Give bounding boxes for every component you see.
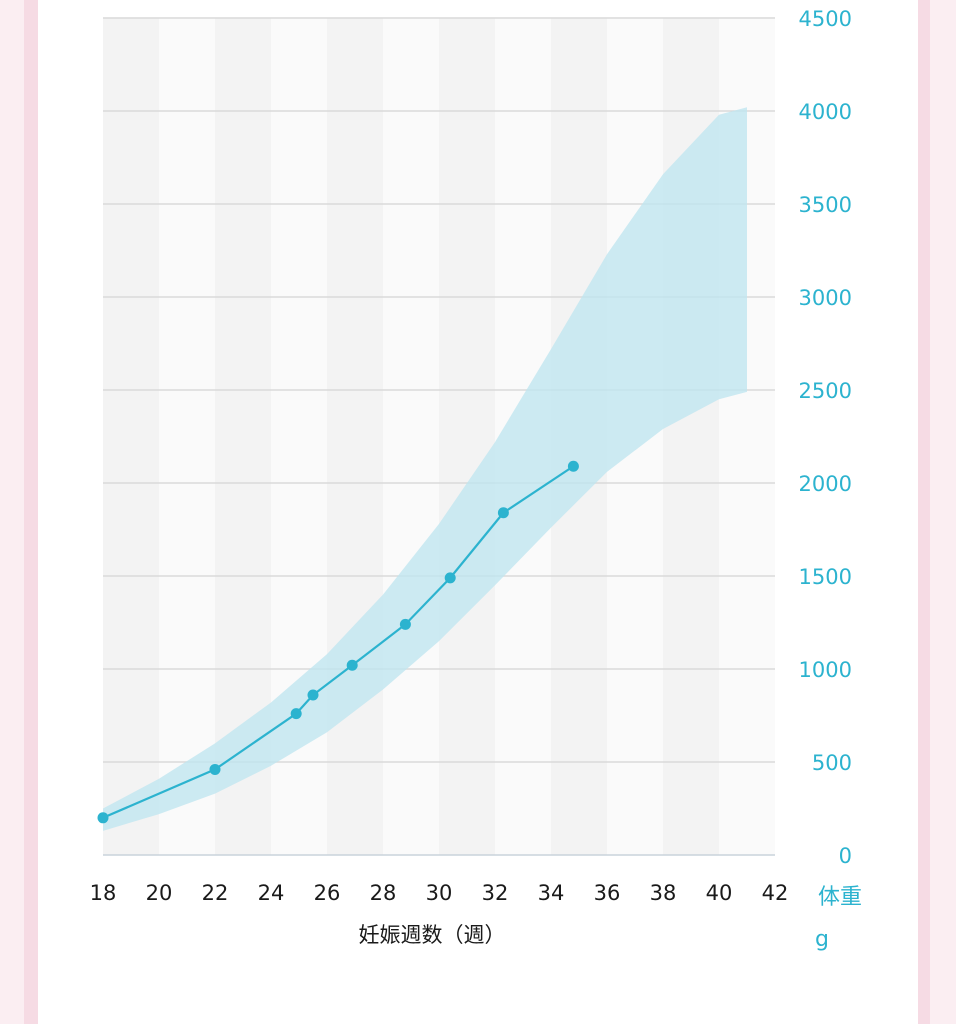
- y-axis-unit: g: [815, 927, 829, 952]
- x-tick-label: 26: [314, 881, 341, 905]
- y-tick-label: 0: [839, 844, 852, 868]
- x-tick-label: 30: [426, 881, 453, 905]
- reference-band: [103, 107, 747, 831]
- x-tick-label: 28: [370, 881, 397, 905]
- y-tick-labels: 0 500 1000 1500 2000 2500 3000 3500 4000 4500: [799, 7, 852, 868]
- y-tick-label: 2000: [799, 472, 852, 496]
- y-tick-label: 1000: [799, 658, 852, 682]
- data-point: [444, 572, 456, 584]
- x-tick-label: 20: [146, 881, 173, 905]
- data-points: [97, 460, 579, 824]
- data-point: [346, 659, 358, 671]
- x-tick-label: 40: [706, 881, 733, 905]
- bg-stripe: [383, 18, 439, 855]
- bg-stripe: [159, 18, 215, 855]
- y-tick-label: 500: [812, 751, 852, 775]
- x-tick-label: 42: [762, 881, 789, 905]
- x-tick-label: 36: [594, 881, 621, 905]
- y-axis-label: 体重: [818, 885, 862, 910]
- data-point: [399, 618, 411, 630]
- y-tick-label: 4500: [799, 7, 852, 31]
- page-edge-left: [24, 0, 38, 1024]
- data-point: [209, 763, 221, 775]
- x-tick-label: 34: [538, 881, 565, 905]
- y-tick-label: 1500: [799, 565, 852, 589]
- y-tick-label: 3500: [799, 193, 852, 217]
- x-tick-label: 18: [90, 881, 117, 905]
- data-point: [497, 507, 509, 519]
- y-tick-label: 2500: [799, 379, 852, 403]
- background-stripes: [103, 18, 775, 855]
- x-tick-label: 24: [258, 881, 285, 905]
- data-point: [290, 708, 302, 720]
- y-tick-label: 4000: [799, 100, 852, 124]
- data-point: [567, 460, 579, 472]
- data-point: [307, 689, 319, 701]
- x-tick-labels: 18 20 22 24 26 28 30 32 34 36 38 40 42: [90, 881, 789, 905]
- y-tick-label: 3000: [799, 286, 852, 310]
- x-tick-label: 38: [650, 881, 677, 905]
- data-point: [97, 812, 109, 824]
- x-tick-label: 22: [202, 881, 229, 905]
- grid-lines: [103, 17, 775, 856]
- x-tick-label: 32: [482, 881, 509, 905]
- bg-stripe: [327, 18, 383, 855]
- page-edge-right: [918, 0, 930, 1024]
- bg-stripe: [439, 18, 495, 855]
- x-axis-label: 妊娠週数（週）: [359, 923, 506, 947]
- bg-stripe: [103, 18, 159, 855]
